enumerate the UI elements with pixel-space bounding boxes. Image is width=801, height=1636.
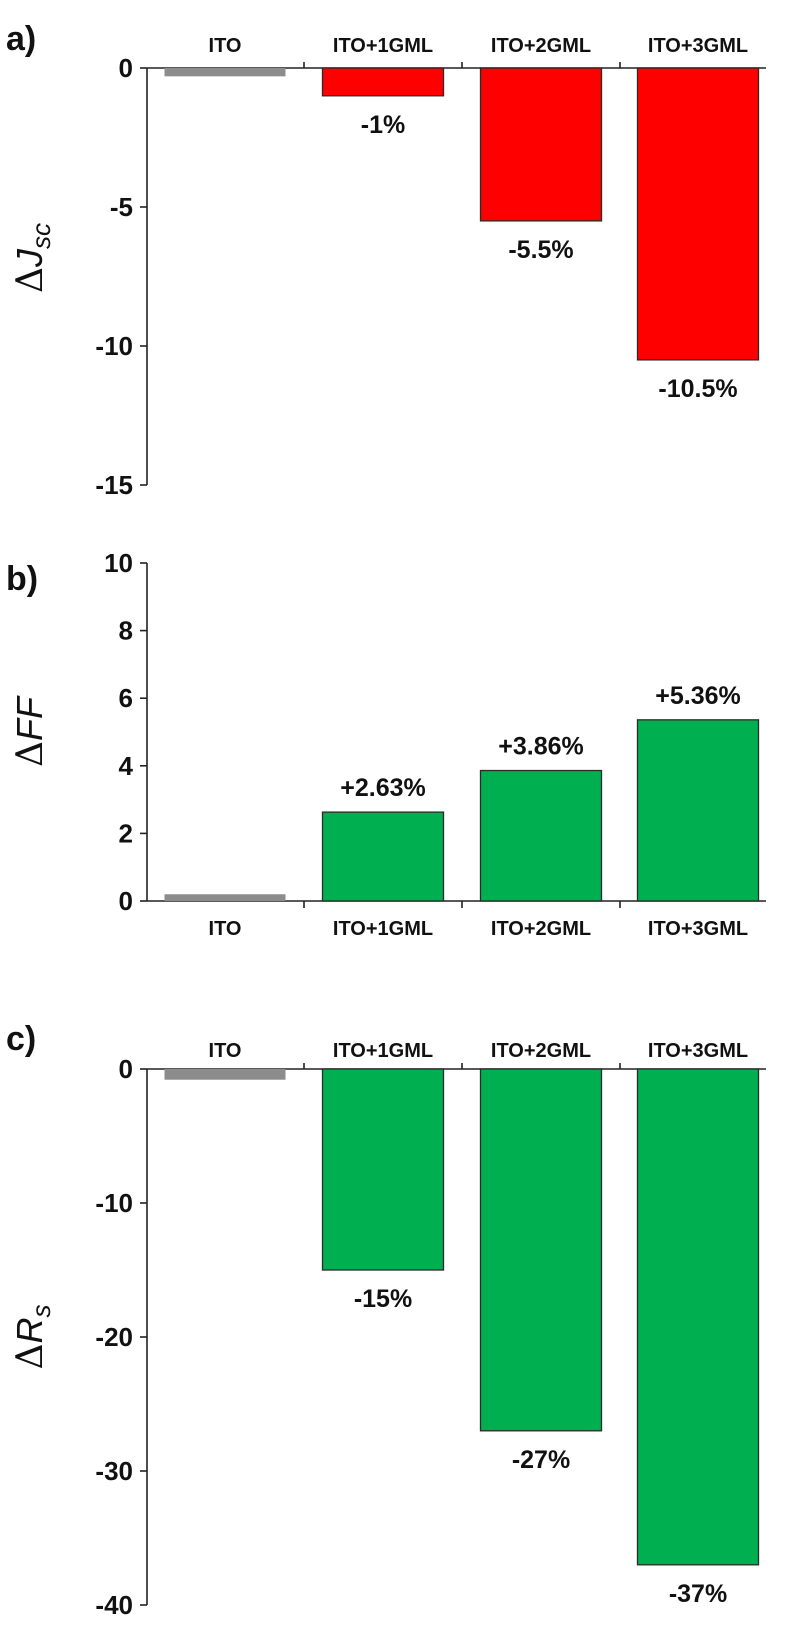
category-label: ITO+3GML	[648, 1040, 748, 1062]
data-label: +2.63%	[340, 774, 426, 802]
y-axis-label-variable: R	[9, 1318, 50, 1344]
y-axis-label: ΔRs	[9, 1305, 56, 1370]
y-axis-label: ΔFF	[9, 695, 51, 767]
data-label: -5.5%	[508, 236, 573, 264]
bar-ito-plus-3gml	[636, 67, 760, 361]
y-axis-label-variable: FF	[9, 695, 50, 741]
y-tick-label: -10	[95, 331, 133, 361]
panel-b: b) 0 2 4 6 8 10 ITO +2.63% ITO+1GML +3.86% ITO+2GML…	[6, 548, 766, 940]
category-label: ITO	[209, 1040, 242, 1062]
y-axis-label-subscript: s	[26, 1305, 56, 1318]
y-tick-label: -40	[95, 1590, 133, 1620]
data-label: -27%	[512, 1446, 570, 1474]
data-label: -15%	[354, 1285, 412, 1313]
panel-label: a)	[6, 20, 36, 58]
y-tick-label: -15	[95, 470, 133, 500]
bar-ito-plus-2gml	[479, 67, 603, 222]
category-label: ITO	[209, 918, 242, 940]
bar-ito	[164, 1069, 286, 1080]
bar-ito-plus-2gml	[479, 769, 603, 902]
y-tick-label: 6	[119, 683, 133, 713]
panel-label: c)	[6, 1020, 36, 1058]
category-label: ITO+3GML	[648, 35, 748, 57]
category-label: ITO+3GML	[648, 918, 748, 940]
data-label: -1%	[361, 111, 405, 139]
panel-a: a) 0 -5 -10 -15 ITO -1% ITO+1GML -5.5% ITO+2GML -1…	[6, 20, 766, 500]
y-tick-label: 4	[119, 751, 134, 781]
y-tick-label: 2	[119, 818, 133, 848]
category-label: ITO+2GML	[491, 35, 591, 57]
bar-ito	[164, 68, 286, 77]
bar-ito-plus-1gml	[321, 67, 445, 97]
category-label: ITO+2GML	[491, 918, 591, 940]
data-label: +3.86%	[498, 733, 584, 761]
category-label: ITO+1GML	[333, 35, 433, 57]
y-tick-label: -30	[95, 1456, 133, 1486]
bar-ito-plus-3gml	[636, 1068, 760, 1566]
y-tick-label: 0	[119, 1054, 133, 1084]
data-label: -37%	[669, 1580, 727, 1608]
y-axis-label-delta: Δ	[10, 267, 51, 293]
y-tick-label: 0	[119, 53, 133, 83]
y-tick-label: -10	[95, 1188, 133, 1218]
y-tick-label: -20	[95, 1322, 133, 1352]
bar-ito-plus-3gml	[636, 719, 760, 902]
y-tick-label: 0	[119, 886, 133, 916]
bar-ito-plus-2gml	[479, 1068, 603, 1432]
data-label: +5.36%	[655, 682, 741, 710]
category-label: ITO+1GML	[333, 1040, 433, 1062]
y-axis-label-delta: Δ	[10, 741, 51, 767]
y-axis-label-subscript: sc	[26, 223, 56, 249]
panel-label: b)	[6, 560, 38, 598]
y-tick-label: -5	[110, 192, 133, 222]
bar-ito-plus-1gml	[321, 811, 445, 902]
y-tick-label: 10	[104, 548, 133, 578]
bar-ito	[164, 894, 286, 901]
y-tick-label: 8	[119, 616, 133, 646]
y-axis-label-delta: Δ	[10, 1344, 51, 1370]
category-label: ITO+1GML	[333, 918, 433, 940]
y-axis-label-variable: J	[9, 248, 50, 268]
category-label: ITO+2GML	[491, 1040, 591, 1062]
panel-c: c) 0 -10 -20 -30 -40 ITO -15% ITO+1GML -27% ITO+2G…	[6, 1020, 766, 1620]
bar-ito-plus-1gml	[321, 1068, 445, 1271]
category-label: ITO	[209, 35, 242, 57]
data-label: -10.5%	[658, 375, 737, 403]
y-axis-label: ΔJsc	[9, 223, 56, 293]
